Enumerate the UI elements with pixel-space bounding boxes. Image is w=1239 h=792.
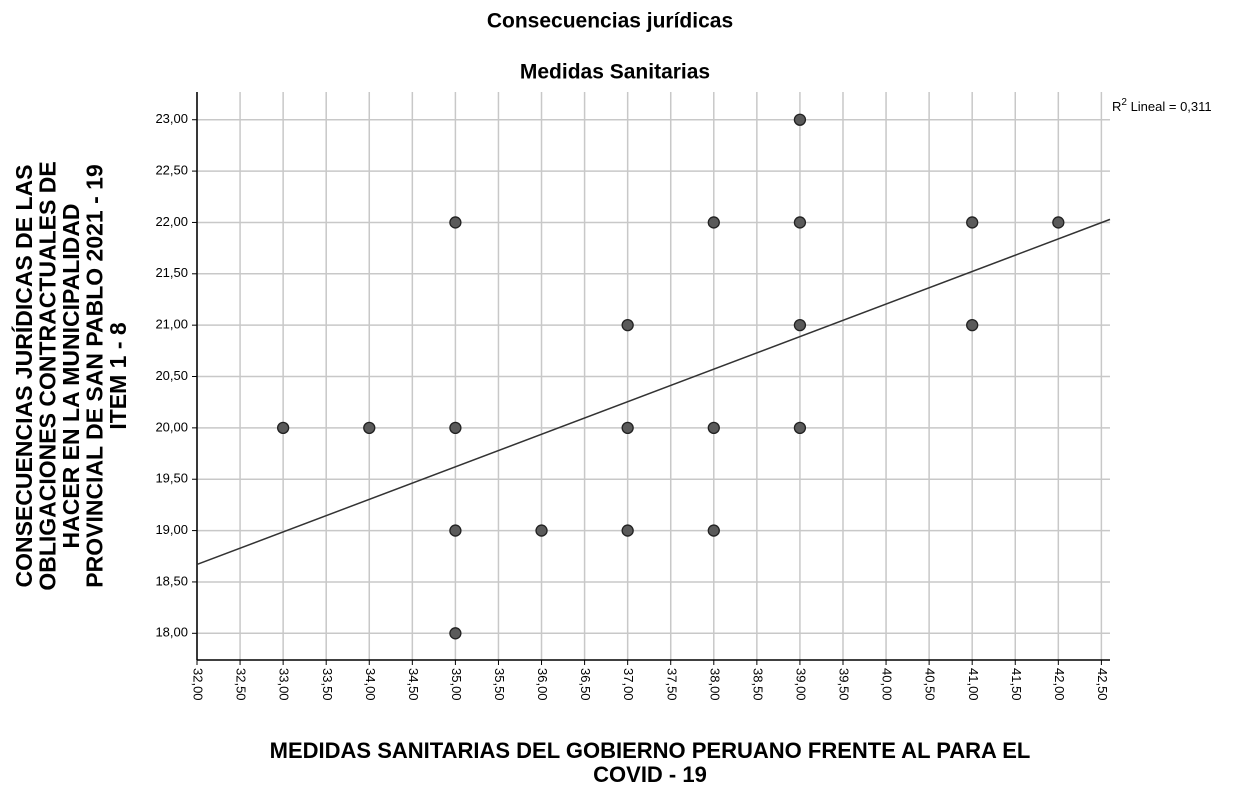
data-point xyxy=(1052,216,1065,229)
fit-line xyxy=(196,218,1111,566)
data-point xyxy=(793,319,807,332)
x-tick-label: 32,50 xyxy=(234,668,249,701)
y-tick-label: 20,00 xyxy=(155,419,188,434)
y-tick-label: 19,50 xyxy=(155,471,188,486)
data-point xyxy=(621,319,634,332)
x-tick-label: 32,00 xyxy=(191,668,206,701)
x-axis-label: COVID - 19 xyxy=(593,762,707,787)
y-tick-label: 23,00 xyxy=(155,111,188,126)
y-tick-label: 18,50 xyxy=(155,573,188,588)
data-point xyxy=(793,421,807,435)
x-tick-label: 39,00 xyxy=(793,668,808,701)
x-tick-label: 33,50 xyxy=(320,668,335,701)
y-tick-label: 21,50 xyxy=(155,265,188,280)
y-axis-label: OBLIGACIONES CONTRACTUALES DE xyxy=(35,161,61,590)
y-tick-label: 21,00 xyxy=(155,317,188,332)
y-tick-label: 22,50 xyxy=(155,163,188,178)
x-tick-label: 34,50 xyxy=(406,668,421,701)
data-point xyxy=(707,524,720,537)
y-axis-label: PROVINCIAL DE SAN PABLO 2021 - 19 xyxy=(82,164,108,587)
x-tick-label: 40,50 xyxy=(923,668,938,701)
data-point xyxy=(621,421,634,435)
x-tick-label: 33,00 xyxy=(277,668,292,701)
data-point xyxy=(793,113,807,126)
x-tick-label: 36,00 xyxy=(535,668,550,701)
y-axis-label: CONSECUENCIAS JURÍDICAS DE LAS xyxy=(10,165,37,588)
y-tick-label: 22,00 xyxy=(155,214,188,229)
data-point xyxy=(276,421,290,435)
x-tick-label: 35,00 xyxy=(449,668,464,701)
x-axis-label: MEDIDAS SANITARIAS DEL GOBIERNO PERUANO … xyxy=(270,738,1031,763)
x-tick-label: 42,50 xyxy=(1095,668,1110,701)
y-tick-label: 20,50 xyxy=(155,368,188,383)
annotation-base: R xyxy=(1112,99,1121,114)
data-point xyxy=(535,524,548,537)
y-axis-label: ITEM 1 - 8 xyxy=(105,322,131,430)
y-tick-label: 19,00 xyxy=(155,522,188,537)
data-point xyxy=(707,216,720,229)
x-tick-label: 38,00 xyxy=(707,668,722,701)
data-point xyxy=(793,216,807,229)
r2-annotation: R2 Lineal = 0,311 xyxy=(1112,97,1212,115)
data-point xyxy=(707,421,720,435)
chart-title: Consecuencias jurídicas xyxy=(487,10,733,33)
annotation-sup: 2 xyxy=(1121,97,1127,108)
data-point xyxy=(449,524,462,537)
x-tick-label: 41,50 xyxy=(1009,668,1024,701)
x-tick-label: 40,00 xyxy=(880,668,895,701)
data-point xyxy=(449,627,462,640)
x-tick-label: 38,50 xyxy=(750,668,765,701)
chart-subtitle: Medidas Sanitarias xyxy=(520,61,710,84)
x-tick-label: 42,00 xyxy=(1052,668,1067,701)
x-tick-label: 39,50 xyxy=(837,668,852,701)
x-tick-label: 37,00 xyxy=(621,668,636,701)
annotation-rest: Lineal = 0,311 xyxy=(1127,99,1212,114)
data-point xyxy=(621,524,634,537)
data-point xyxy=(449,421,462,435)
data-point xyxy=(363,421,376,435)
x-tick-label: 37,50 xyxy=(664,668,679,701)
data-point xyxy=(966,319,979,332)
data-point xyxy=(449,216,462,229)
x-tick-label: 35,50 xyxy=(492,668,507,701)
x-tick-label: 41,00 xyxy=(966,668,981,701)
data-point xyxy=(966,216,979,229)
x-tick-label: 36,50 xyxy=(578,668,593,701)
x-tick-label: 34,00 xyxy=(363,668,378,701)
y-axis-label: HACER EN LA MUNICIPALIDAD xyxy=(58,204,84,549)
y-tick-label: 18,00 xyxy=(155,625,188,640)
